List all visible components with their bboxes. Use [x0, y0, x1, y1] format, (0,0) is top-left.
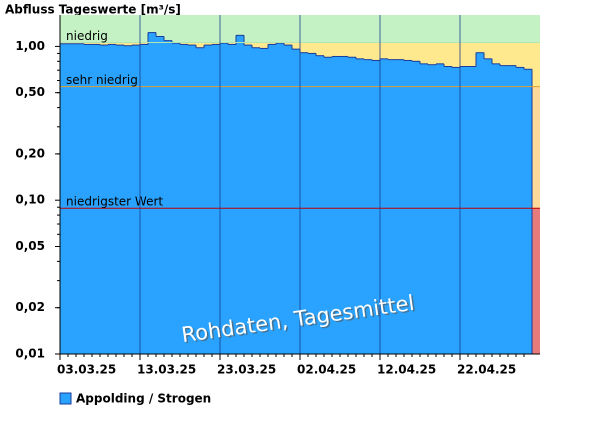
bar — [364, 59, 372, 355]
bar — [132, 45, 140, 355]
bar — [444, 66, 452, 355]
bar — [84, 44, 92, 355]
x-tick-label: 22.04.25 — [457, 363, 516, 377]
bar — [332, 56, 340, 354]
bar — [204, 45, 212, 355]
bar — [388, 59, 396, 355]
chart-title: Abfluss Tageswerte [m³/s] — [5, 3, 181, 17]
y-tick-label: 1,00 — [15, 39, 45, 53]
bar — [436, 63, 444, 354]
x-tick-label: 02.04.25 — [297, 363, 356, 377]
bar — [92, 44, 100, 355]
y-tick-label: 0,01 — [15, 347, 45, 361]
bar — [108, 44, 116, 355]
bar — [412, 61, 420, 354]
bar — [260, 48, 268, 355]
bar — [172, 43, 180, 355]
bar — [516, 67, 524, 354]
bar — [148, 32, 156, 354]
bar — [156, 36, 164, 355]
bar — [268, 44, 276, 355]
bar — [164, 40, 172, 354]
y-tick-label: 0,05 — [15, 239, 45, 253]
bar — [188, 45, 196, 355]
bar — [284, 45, 292, 355]
bar — [180, 44, 188, 355]
bar — [100, 45, 108, 355]
bar — [492, 63, 500, 354]
x-tick-label: 13.03.25 — [137, 363, 196, 377]
bar — [484, 58, 492, 354]
legend-label: Appolding / Strogen — [76, 392, 211, 406]
bar — [220, 43, 228, 355]
bar — [236, 35, 244, 354]
x-tick-label: 12.04.25 — [377, 363, 436, 377]
bar — [428, 64, 436, 354]
bar — [244, 45, 252, 355]
bar — [348, 57, 356, 354]
bar — [228, 44, 236, 355]
y-tick-label: 0,20 — [15, 146, 45, 160]
bar — [356, 58, 364, 354]
bar — [116, 45, 124, 355]
bar — [524, 69, 532, 355]
bar — [292, 49, 300, 355]
bar — [372, 60, 380, 354]
bar — [252, 47, 260, 355]
threshold-label: sehr niedrig — [66, 73, 138, 87]
bar — [508, 65, 516, 355]
y-tick-label: 0,10 — [15, 193, 45, 207]
y-tick-label: 0,50 — [15, 85, 45, 99]
bar — [124, 45, 132, 354]
bar — [452, 67, 460, 354]
bar — [340, 56, 348, 354]
bar — [420, 63, 428, 354]
bar — [140, 44, 148, 355]
bar — [308, 53, 316, 354]
bar — [476, 52, 484, 355]
legend-swatch — [59, 392, 72, 405]
bar — [300, 52, 308, 355]
bar — [396, 59, 404, 355]
bar — [404, 60, 412, 354]
threshold-label: niedrig — [66, 29, 108, 43]
bar — [468, 66, 476, 355]
bar — [60, 43, 68, 354]
bar — [500, 65, 508, 355]
bar — [316, 55, 324, 355]
bar — [380, 58, 388, 354]
bar — [324, 57, 332, 354]
bar — [212, 44, 220, 355]
bar — [460, 66, 468, 355]
x-tick-label: 03.03.25 — [57, 363, 116, 377]
x-tick-label: 23.03.25 — [217, 363, 276, 377]
bar — [276, 43, 284, 355]
threshold-label: niedrigster Wert — [66, 195, 163, 209]
bar — [68, 43, 76, 354]
bar — [76, 43, 84, 354]
bar — [196, 47, 204, 355]
y-tick-label: 0,02 — [15, 300, 45, 314]
